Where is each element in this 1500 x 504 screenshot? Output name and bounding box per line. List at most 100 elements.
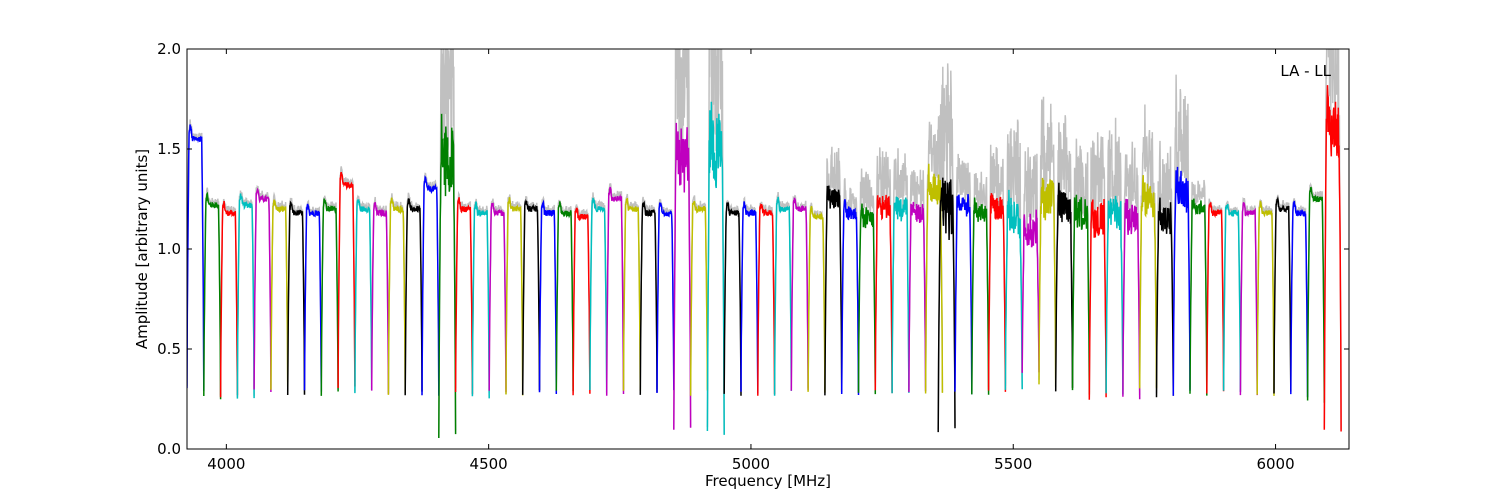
series-line-22	[555, 201, 574, 392]
series-line-23	[572, 207, 591, 396]
series-line-66	[1290, 200, 1309, 398]
series-line-24	[589, 197, 608, 393]
series-line-27	[639, 200, 658, 395]
series-line-47	[971, 197, 990, 395]
series-line-58	[1155, 197, 1175, 398]
series-line-5	[270, 199, 289, 390]
y-tick-label: 1.5	[157, 140, 181, 158]
series-line-37	[807, 205, 826, 393]
raw-series-line	[937, 63, 956, 430]
series-line-43	[908, 201, 927, 393]
plot-annotation: LA - LL	[1280, 62, 1331, 80]
y-axis: 0.0 0.5 1.0 1.5 2.0	[157, 40, 1349, 458]
raw-series-line	[874, 147, 893, 391]
raw-series-line	[1138, 104, 1158, 387]
raw-series-line	[1189, 179, 1208, 392]
series-line-54	[1088, 198, 1107, 400]
raw-series-line	[723, 199, 742, 392]
x-tick-label: 6000	[1256, 455, 1294, 473]
raw-series-line	[1038, 96, 1057, 387]
series-line-65	[1273, 195, 1292, 394]
series-layer	[187, 85, 1342, 439]
raw-series-line	[1105, 117, 1124, 393]
y-axis-label: Amplitude [arbitrary units]	[133, 149, 151, 349]
x-tick-label: 4500	[470, 455, 508, 473]
y-tick-label: 0.0	[157, 440, 181, 458]
raw-series-line	[706, 49, 725, 435]
series-line-44	[924, 163, 944, 394]
raw-series-line	[1021, 147, 1040, 370]
series-line-35	[773, 196, 793, 396]
raw-series-line	[572, 204, 591, 393]
raw-series-line	[824, 146, 843, 393]
plot-area	[187, 49, 1342, 439]
raw-series-line	[954, 153, 973, 391]
series-line-29	[673, 122, 692, 430]
series-line-40	[857, 203, 877, 395]
series-line-55	[1105, 195, 1124, 395]
series-line-18	[488, 202, 507, 393]
series-line-60	[1189, 198, 1208, 396]
raw-series-line	[857, 168, 877, 393]
series-line-56	[1122, 198, 1141, 400]
series-line-63	[1239, 202, 1258, 396]
series-line-34	[757, 202, 776, 396]
series-line-13	[404, 198, 423, 396]
y-tick-label: 1.0	[157, 240, 181, 258]
raw-series-line	[891, 148, 910, 393]
raw-series-line	[505, 194, 524, 394]
series-line-32	[723, 202, 742, 396]
raw-series-line	[1306, 182, 1326, 403]
series-line-64	[1256, 200, 1275, 396]
series-line-1	[203, 191, 222, 400]
raw-series-line	[639, 196, 658, 390]
series-line-17	[471, 201, 490, 399]
raw-series-line	[1054, 115, 1074, 387]
raw-series-line	[1239, 197, 1258, 393]
series-line-51	[1038, 177, 1057, 388]
series-line-25	[605, 186, 625, 396]
series-line-8	[320, 198, 339, 396]
series-line-26	[622, 197, 642, 391]
x-axis-label: Frequency [MHz]	[705, 472, 831, 490]
raw-series-line	[438, 49, 457, 438]
series-line-53	[1071, 194, 1091, 395]
series-line-2	[219, 200, 239, 398]
series-line-9	[337, 171, 356, 389]
series-line-49	[1004, 189, 1023, 390]
series-line-62	[1222, 203, 1242, 392]
series-line-4	[253, 187, 272, 393]
x-axis: 4000 4500 5000 5500 6000	[207, 49, 1295, 473]
series-line-67	[1306, 186, 1326, 403]
series-line-3	[236, 193, 255, 399]
series-line-30	[689, 200, 709, 396]
series-line-39	[840, 199, 860, 396]
raw-series-line	[757, 201, 776, 391]
raw-series-line	[1122, 141, 1141, 396]
raw-series-line	[773, 191, 793, 396]
raw-series-line	[337, 166, 356, 385]
series-line-33	[740, 201, 759, 394]
raw-series-line	[1323, 49, 1342, 430]
series-line-42	[891, 196, 910, 394]
series-line-57	[1138, 175, 1158, 389]
series-line-41	[874, 194, 893, 394]
series-line-38	[824, 185, 843, 396]
series-line-48	[987, 193, 1007, 392]
series-line-52	[1054, 182, 1074, 392]
raw-series-line	[1172, 74, 1191, 392]
raw-series-line	[840, 178, 860, 394]
series-line-0	[187, 124, 205, 391]
series-line-15	[438, 113, 457, 439]
series-line-10	[354, 199, 373, 394]
series-line-50	[1021, 209, 1040, 373]
series-line-31	[706, 101, 725, 435]
series-line-61	[1206, 202, 1225, 394]
raw-series-line	[689, 195, 709, 391]
raw-series-line	[1088, 132, 1107, 397]
series-line-59	[1172, 166, 1191, 396]
x-tick-label: 4000	[207, 455, 245, 473]
series-line-16	[454, 197, 474, 395]
